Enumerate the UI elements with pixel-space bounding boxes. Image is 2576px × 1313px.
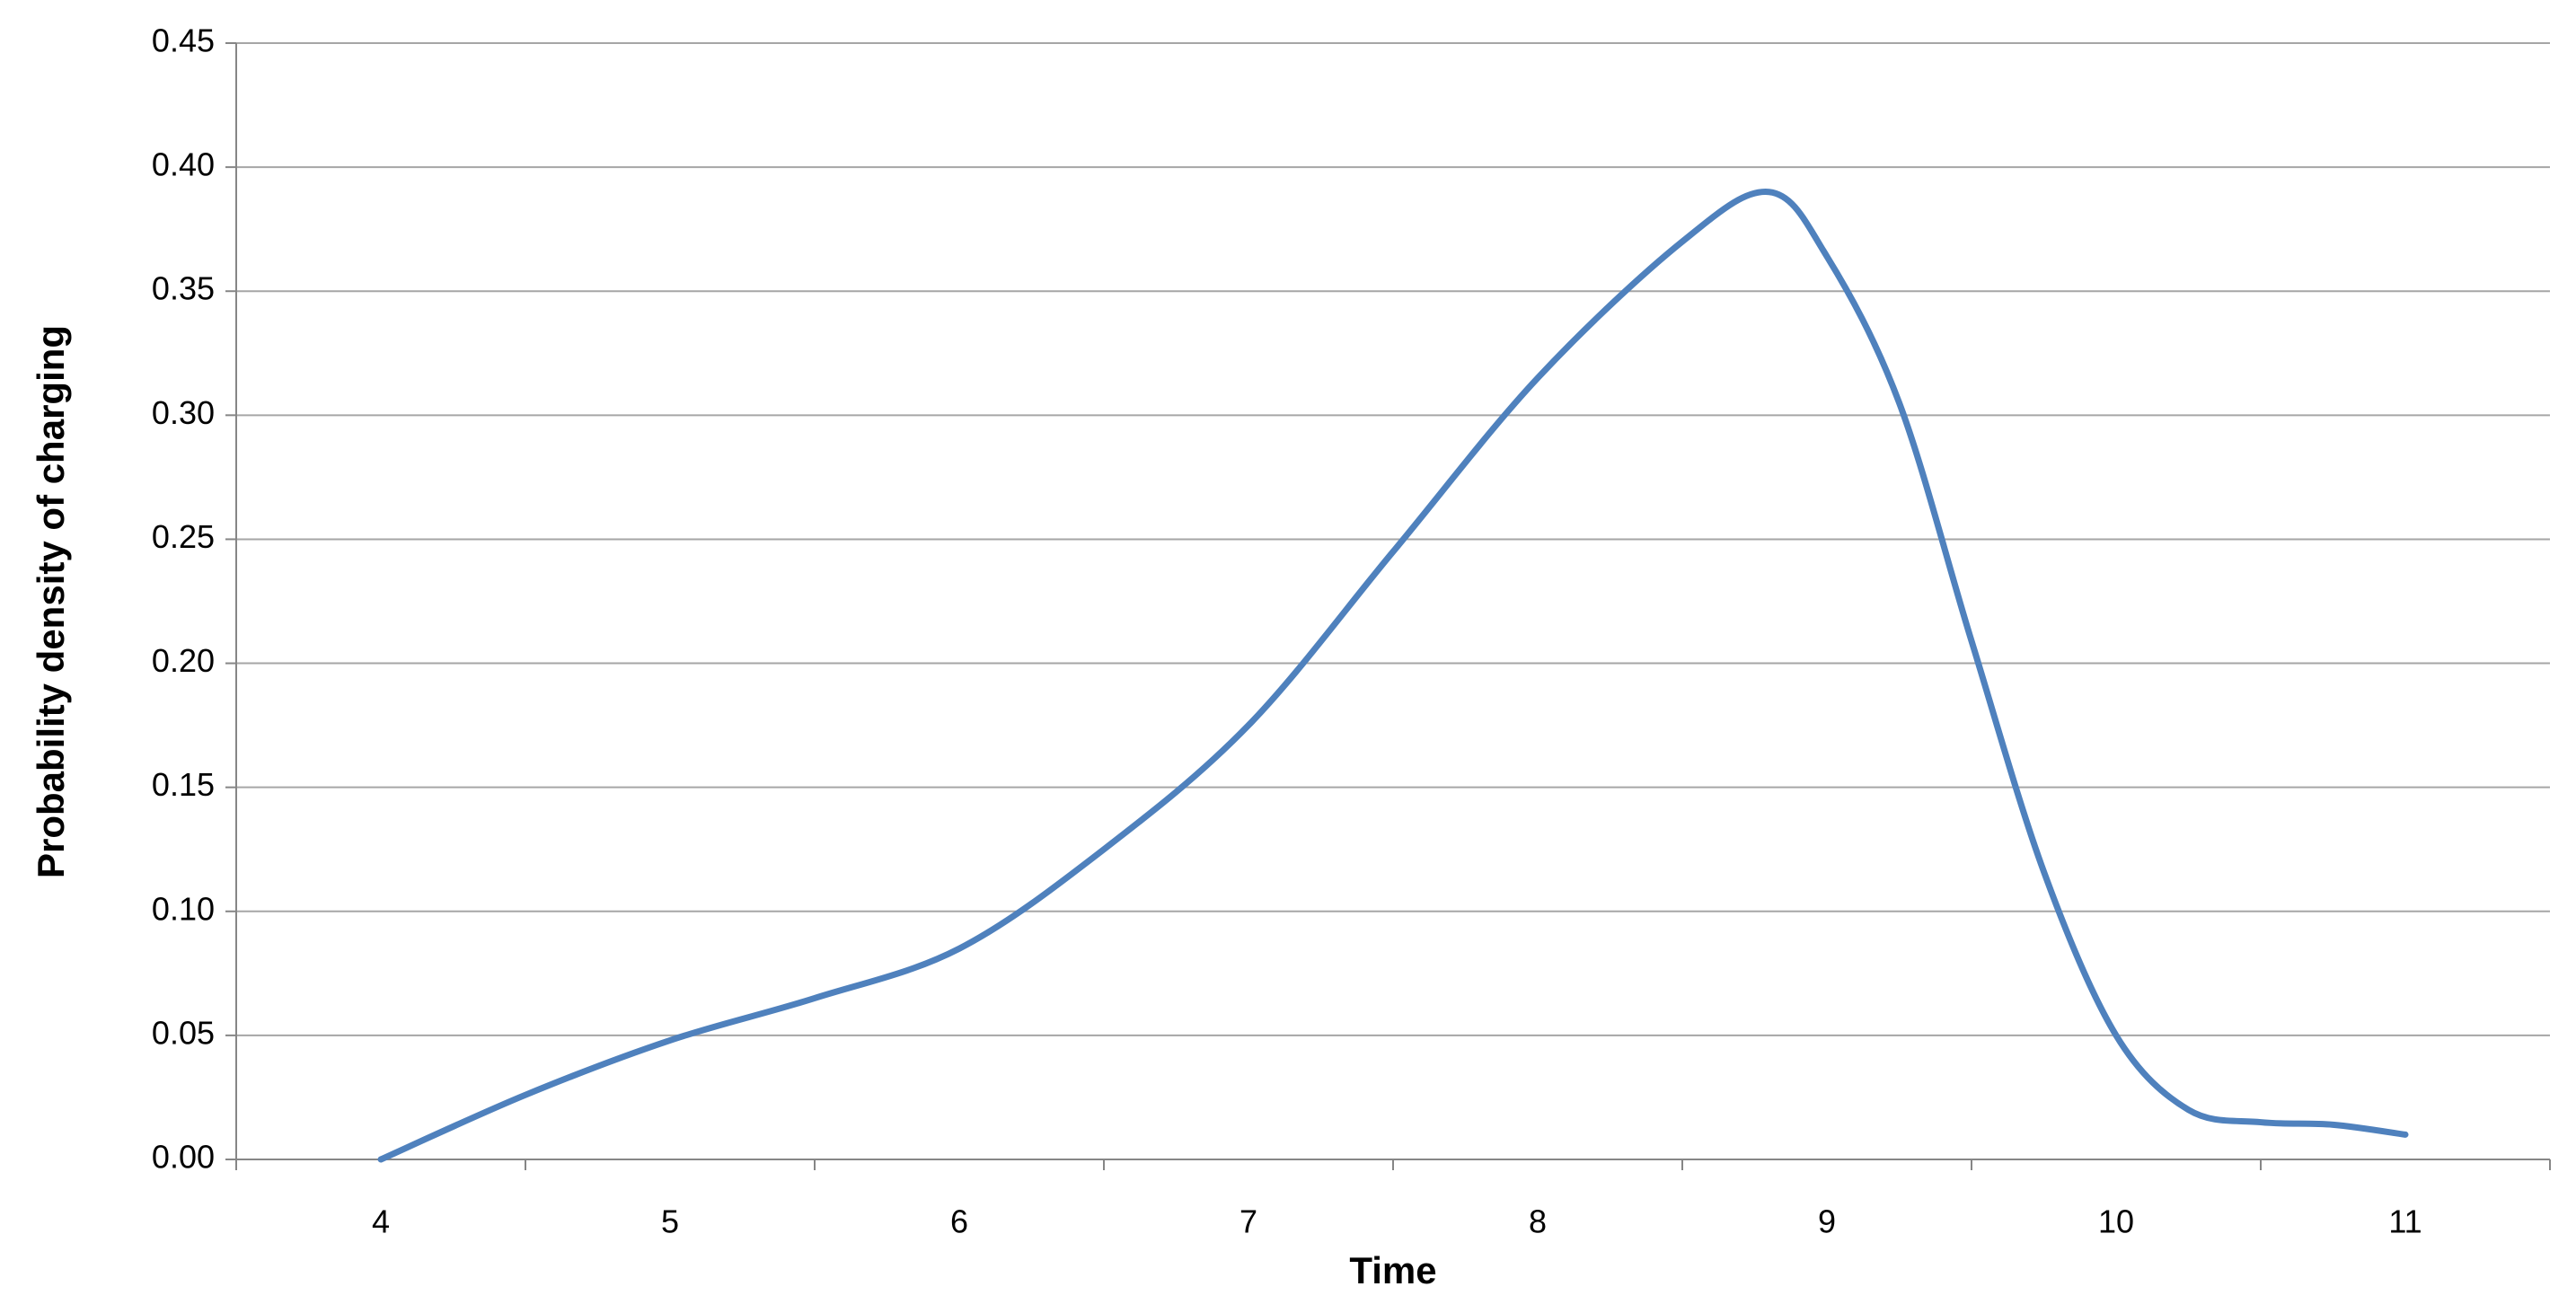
- y-tick-label: 0.20: [152, 642, 215, 679]
- x-tick-label: 5: [661, 1203, 679, 1240]
- x-tick-label: 8: [1529, 1203, 1547, 1240]
- x-tick-label: 10: [2098, 1203, 2134, 1240]
- y-tick-label: 0.15: [152, 766, 215, 803]
- y-axis-title: Probability density of charging: [30, 325, 72, 878]
- y-tick-label: 0.00: [152, 1139, 215, 1176]
- y-tick-label: 0.45: [152, 22, 215, 59]
- y-tick-label: 0.05: [152, 1014, 215, 1051]
- y-tick-label: 0.40: [152, 146, 215, 183]
- data-line: [377, 189, 2409, 1163]
- x-axis-title: Time: [1349, 1249, 1436, 1291]
- x-tick-label: 6: [950, 1203, 968, 1240]
- x-tick-label: 7: [1239, 1203, 1257, 1240]
- y-tick-label: 0.25: [152, 518, 215, 555]
- y-tick-label: 0.30: [152, 394, 215, 431]
- y-tick-label: 0.35: [152, 270, 215, 307]
- x-tick-label: 11: [2388, 1203, 2422, 1240]
- x-tick-label: 4: [372, 1203, 390, 1240]
- x-tick-label: 9: [1818, 1203, 1836, 1240]
- y-tick-label: 0.10: [152, 890, 215, 927]
